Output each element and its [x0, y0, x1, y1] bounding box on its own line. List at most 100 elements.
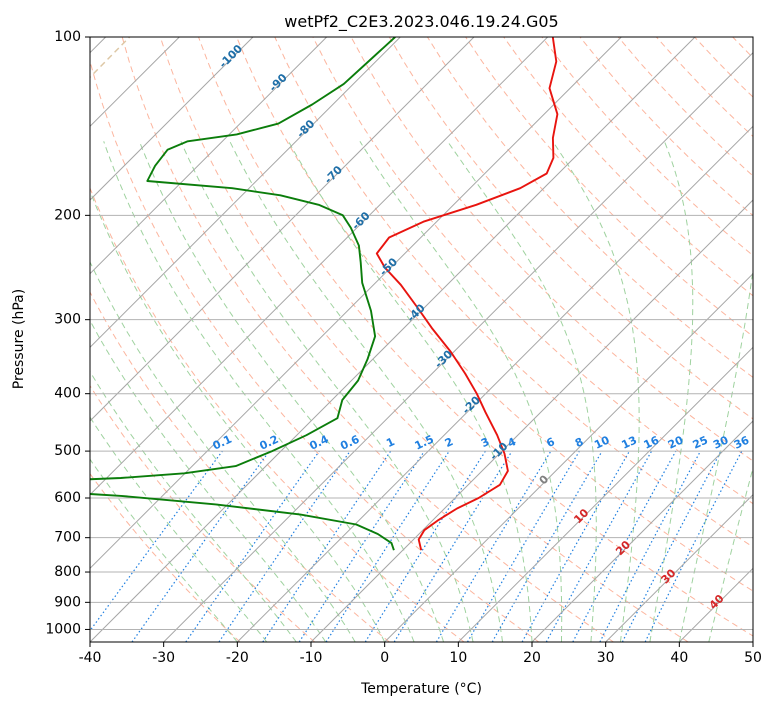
- mixing-ratio-line: [298, 450, 425, 642]
- isotherm-line: [90, 37, 696, 642]
- isotherm-line: [90, 37, 549, 496]
- mixing-ratio-line: [185, 450, 320, 642]
- y-tick-label: 700: [54, 530, 81, 546]
- dry-adiabat-line: [312, 37, 753, 505]
- dry-adiabat-line: [771, 37, 775, 642]
- mixing-ratio-label: 10: [592, 433, 612, 451]
- mixing-ratio-label: 1: [384, 435, 396, 450]
- mixing-ratio-line: [325, 450, 450, 642]
- plot-frame: [89, 36, 754, 643]
- mixing-ratio-label: 16: [642, 433, 662, 451]
- dry-adiabat-line: [90, 186, 465, 642]
- isotherm-line: [163, 51, 753, 642]
- isotherm-line: [90, 37, 401, 349]
- isotherm-line: [90, 37, 475, 422]
- x-axis: -40 -30 -20 -10 0 10 20 30 40 50: [79, 642, 762, 666]
- isotherm-line: [605, 493, 753, 642]
- isotherm-label: -30: [432, 347, 455, 370]
- mixing-ratio-line: [131, 450, 270, 642]
- mixing-ratio-line: [364, 450, 486, 642]
- x-tick-label: -30: [152, 650, 175, 666]
- x-tick-label: -20: [226, 650, 249, 666]
- moist-adiabat-line: [678, 265, 753, 642]
- isotherm-line: [531, 420, 753, 642]
- isotherm-line: [384, 272, 753, 642]
- isotherm-label: -40: [405, 301, 428, 324]
- y-tick-label: 300: [54, 312, 81, 328]
- mixing-ratio-line: [644, 450, 743, 642]
- isotherm-label: -70: [322, 163, 345, 186]
- moist-adiabat-line: [180, 141, 474, 642]
- isotherm-label: 20: [613, 538, 633, 558]
- sounding-profiles: [90, 37, 559, 551]
- x-tick-label: -10: [300, 650, 323, 666]
- mixing-ratio-line: [521, 450, 631, 642]
- y-axis-label: Pressure (hPa): [11, 289, 27, 389]
- isotherm-label: -100: [217, 42, 246, 71]
- moist-adiabat-line: [649, 141, 694, 642]
- y-tick-label: 200: [54, 207, 81, 223]
- y-tick-label: 900: [54, 594, 81, 610]
- dry-adiabat-line: [694, 37, 753, 98]
- diagram-line-labels: -100-90-80-70-60-50-40-30-20-10010203040…: [211, 42, 752, 612]
- dry-adiabat-line: [656, 37, 753, 138]
- dry-adiabat-line: [121, 37, 614, 642]
- isotherm-label: 0: [537, 472, 552, 487]
- dry-adiabat-line: [90, 59, 540, 642]
- mixing-ratio-label: 1.5: [413, 433, 436, 453]
- isotherm-label: -60: [349, 209, 372, 232]
- isotherm-label: -90: [267, 71, 290, 94]
- diagram-background-lines: [90, 37, 775, 642]
- y-axis: 100 200 300 400 500 600 700 800 900 1000: [45, 29, 90, 637]
- dry-adiabat-line: [465, 37, 753, 338]
- moist-adiabat-line: [708, 466, 753, 642]
- mixing-ratio-label: 6: [544, 435, 557, 450]
- dewpoint-profile-line: [90, 37, 396, 551]
- moist-adiabat-line: [359, 141, 563, 642]
- isotherm-line: [752, 641, 753, 642]
- isotherm-label: -20: [460, 393, 483, 416]
- dry-adiabat-line: [90, 291, 390, 642]
- moist-adiabat-line: [90, 416, 268, 642]
- mixing-ratio-label: 0.4: [307, 433, 330, 453]
- isotherm-line: [90, 37, 254, 201]
- x-tick-label: 30: [597, 650, 615, 666]
- x-tick-label: 0: [380, 650, 389, 666]
- y-tick-label: 500: [54, 443, 81, 459]
- x-tick-label: 20: [523, 650, 541, 666]
- x-tick-label: 10: [449, 650, 467, 666]
- mixing-ratio-line: [545, 450, 653, 642]
- mixing-ratio-line: [262, 450, 392, 642]
- y-tick-label: 100: [54, 29, 81, 45]
- y-tick-label: 800: [54, 564, 81, 580]
- isotherm-line: [457, 346, 753, 642]
- dry-adiabat-line: [90, 472, 241, 642]
- isobar-grid: [90, 37, 753, 630]
- y-tick-label: 400: [54, 386, 81, 402]
- y-tick-label: 1000: [45, 621, 81, 637]
- isotherm-label: 30: [659, 566, 679, 586]
- temperature-profile-line: [375, 37, 559, 551]
- mixing-ratio-label: 0.6: [338, 433, 361, 453]
- dry-adiabat-line: [541, 37, 753, 257]
- dry-adiabat-line: [350, 37, 753, 462]
- dry-adiabat-line: [426, 37, 753, 378]
- mixing-ratio-label: 0.1: [211, 433, 234, 453]
- moist-adiabat-line: [447, 141, 597, 642]
- isotherm-line: [90, 37, 328, 275]
- mixing-ratio-label: 13: [620, 434, 639, 452]
- isotherm-line: [678, 567, 753, 642]
- isotherm-line: [90, 37, 622, 570]
- mixing-ratio-line: [572, 450, 677, 642]
- isotherm-line: [236, 125, 753, 642]
- mixing-ratio-label: 36: [732, 433, 752, 451]
- mixing-ratio-label: 25: [691, 434, 710, 452]
- dry-adiabat-line: [159, 37, 689, 642]
- mixing-ratio-label: 20: [666, 433, 686, 451]
- dry-adiabat-line: [732, 37, 753, 59]
- mixing-ratio-label: 30: [711, 433, 731, 451]
- mixing-ratio-line: [90, 450, 223, 632]
- x-axis-label: Temperature (°C): [360, 681, 482, 697]
- x-tick-label: 40: [670, 650, 688, 666]
